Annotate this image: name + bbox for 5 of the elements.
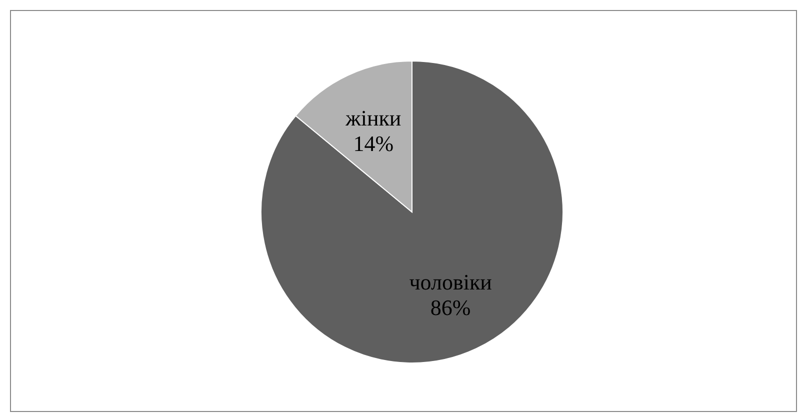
data-label: 14% [353, 130, 394, 156]
slice-label: чоловіки [409, 270, 492, 295]
pie-slice [260, 60, 564, 364]
slice-label: жінки [344, 106, 402, 131]
data-label: 86% [430, 294, 471, 320]
